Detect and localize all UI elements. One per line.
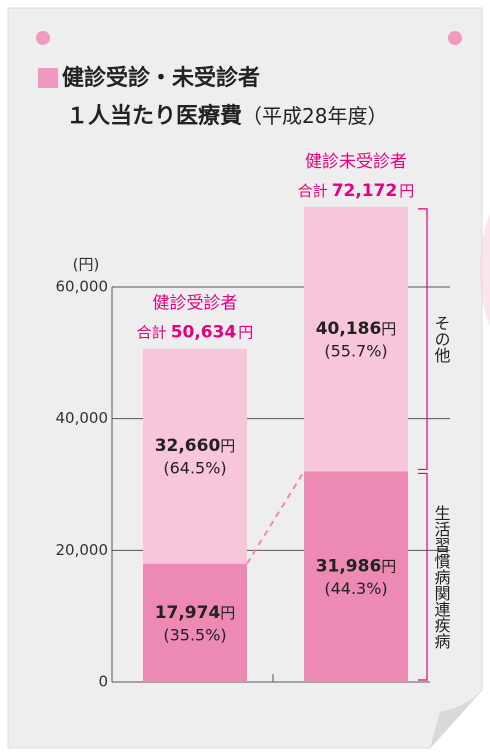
value-unit: 円 (381, 320, 396, 338)
value-label: 31,986円 (316, 557, 397, 577)
y-tick-label: 0 (98, 673, 108, 691)
percent-label: (35.5%) (163, 625, 226, 644)
subtitle: １人当たり医療費 (66, 103, 242, 129)
series-name: 生活習慣病関連疾病 (432, 505, 451, 650)
total-unit: 円 (399, 181, 414, 199)
total-prefix: 合計 (137, 323, 167, 341)
percent-label: (55.7%) (324, 342, 387, 361)
value-number: 31,986 (316, 557, 382, 577)
total-prefix: 合計 (298, 181, 328, 199)
value-unit: 円 (220, 603, 235, 621)
y-tick-label: 40,000 (56, 409, 109, 427)
title-marker (38, 68, 58, 88)
value-number: 40,186 (316, 319, 382, 339)
y-tick-label: 20,000 (56, 541, 109, 559)
series-name: その他 (432, 315, 451, 364)
y-tick-label: 60,000 (56, 278, 109, 296)
value-number: 32,660 (155, 436, 221, 456)
percent-label: (44.3%) (324, 579, 387, 598)
value-label: 40,186円 (316, 319, 397, 339)
subtitle-note: （平成28年度） (242, 104, 387, 128)
value-label: 17,974円 (155, 603, 236, 623)
percent-label: (64.5%) (163, 459, 226, 478)
category-label: 健診未受診者 (305, 152, 407, 172)
total-number: 72,172 (332, 181, 398, 201)
pin (448, 31, 462, 45)
total-unit: 円 (238, 323, 253, 341)
total-number: 50,634 (171, 323, 237, 343)
chart-title: 健診受診・未受診者 (62, 65, 260, 91)
pin (36, 31, 50, 45)
value-unit: 円 (220, 437, 235, 455)
chart: 健診受診・未受診者 １人当たり医療費（平成28年度） (円) 0 20,000 40… (0, 0, 490, 755)
y-unit-label: (円) (73, 256, 100, 274)
chart-subtitle: １人当たり医療費（平成28年度） (66, 103, 387, 129)
value-label: 32,660円 (155, 436, 236, 456)
category-label: 健診受診者 (153, 294, 238, 314)
value-number: 17,974 (155, 603, 221, 623)
value-unit: 円 (381, 557, 396, 575)
